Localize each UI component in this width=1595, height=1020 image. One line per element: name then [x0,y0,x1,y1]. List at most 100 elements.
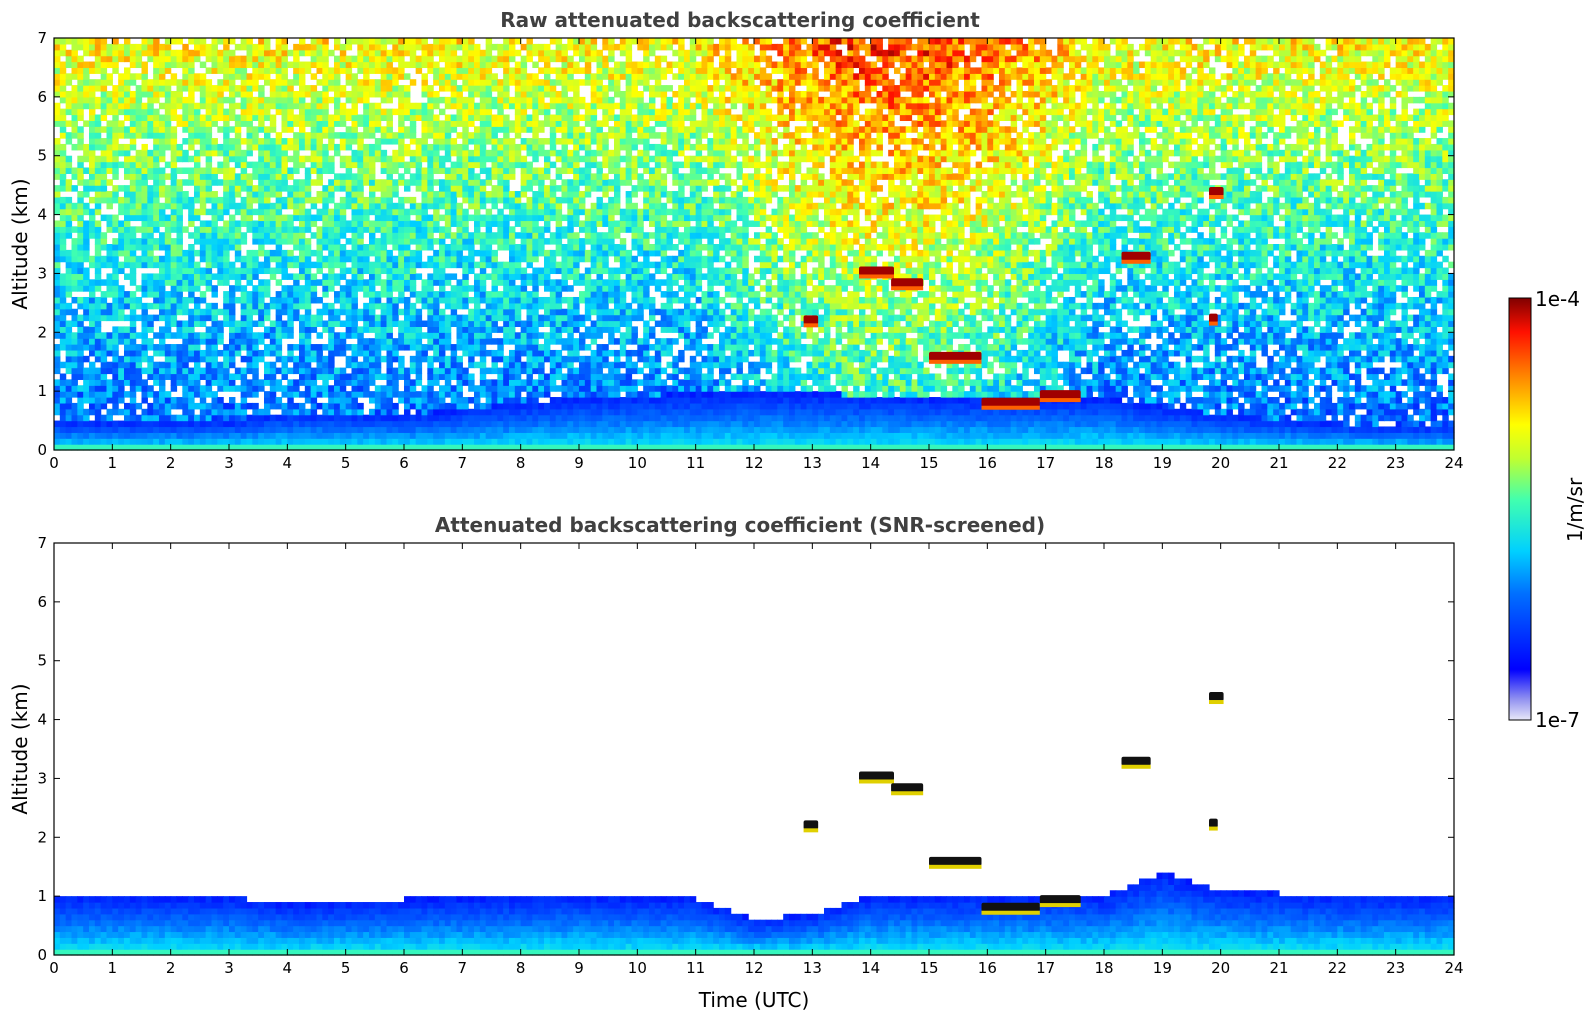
heatmap-cell [427,220,434,227]
heatmap-cell [526,314,533,322]
heatmap-cell [439,73,446,80]
heatmap-cell [124,191,131,198]
heatmap-cell [54,61,61,69]
heatmap-cell [380,267,388,275]
heatmap-cell [468,202,475,210]
heatmap-cell [503,149,510,157]
heatmap-cell [497,79,504,86]
heatmap-cell [415,296,423,304]
heatmap-cell [503,173,510,180]
heatmap-cell [65,208,73,216]
heatmap-cell [176,420,183,428]
heatmap-cell [159,85,166,92]
heatmap-cell [328,67,335,74]
heatmap-cell [287,108,294,116]
heatmap-cell [474,314,481,322]
heatmap-cell [164,408,172,416]
heatmap-cell [252,385,259,392]
heatmap-cell [503,138,510,145]
heatmap-cell [421,414,428,422]
heatmap-cell [229,385,236,392]
heatmap-cell [159,49,166,57]
heatmap-cell [526,238,533,245]
heatmap-cell [509,432,516,439]
heatmap-cell [223,379,230,386]
heatmap-cell [299,108,306,116]
heatmap-cell [65,414,73,422]
heatmap-cell [188,249,195,257]
heatmap-cell [135,432,143,439]
heatmap-cell [217,67,224,74]
heatmap-cell [240,232,248,239]
heatmap-cell [363,226,370,233]
heatmap-cell [491,73,498,80]
heatmap-cell [124,338,131,345]
heatmap-cell [199,296,207,304]
heatmap-cell [444,314,452,322]
heatmap-cell [491,391,498,398]
heatmap-cell [427,332,434,339]
heatmap-cell [339,444,347,451]
heatmap-cell [112,367,119,375]
heatmap-cell [194,355,201,363]
heatmap-cell [94,408,102,416]
heatmap-cell [491,232,498,239]
heatmap-cell [456,385,463,392]
heatmap-cell [503,444,510,451]
heatmap-cell [339,185,347,192]
heatmap-cell [83,61,90,69]
heatmap-cell [526,179,533,186]
heatmap-cell [392,391,399,398]
heatmap-cell [118,202,125,210]
heatmap-cell [188,379,195,386]
heatmap-cell [275,208,283,216]
heatmap-cell [514,267,522,275]
heatmap-cell [153,179,160,186]
heatmap-cell [252,126,259,133]
heatmap-cell [357,420,364,428]
heatmap-cell [246,273,253,280]
heatmap-cell [217,397,224,404]
heatmap-cell [112,273,119,280]
heatmap-cell [124,302,131,310]
heatmap-cell [252,420,259,428]
heatmap-cell [514,385,522,392]
heatmap-cell [503,161,510,169]
heatmap-cell [398,120,405,127]
heatmap-cell [112,185,119,192]
heatmap-cell [65,438,73,445]
heatmap-cell [304,355,312,363]
heatmap-cell [532,208,539,216]
heatmap-cell [351,191,358,198]
heatmap-cell [299,267,306,275]
heatmap-cell [89,185,96,192]
heatmap-cell [293,244,300,251]
heatmap-cell [182,367,189,375]
heatmap-cell [468,385,475,392]
heatmap-cell [112,61,119,69]
heatmap-cell [264,344,271,351]
heatmap-cell [474,361,481,369]
heatmap-cell [129,191,137,198]
heatmap-cell [544,432,551,439]
heatmap-cell [240,167,248,174]
heatmap-cell [164,79,172,86]
heatmap-cell [217,149,224,157]
heatmap-cell [509,38,516,45]
heatmap-cell [544,267,551,275]
heatmap-cell [135,155,143,163]
heatmap-cell [275,349,283,357]
heatmap-cell [229,67,236,74]
heatmap-cell [234,244,242,251]
heatmap-cell [234,344,242,351]
heatmap-cell [164,43,172,51]
heatmap-cell [304,291,312,298]
heatmap-cell [398,249,405,257]
heatmap-cell [433,143,440,151]
heatmap-cell [106,149,113,157]
heatmap-cell [194,267,201,275]
heatmap-cell [386,191,393,198]
heatmap-cell [54,108,61,116]
heatmap-cell [299,132,306,139]
heatmap-cell [351,426,358,433]
